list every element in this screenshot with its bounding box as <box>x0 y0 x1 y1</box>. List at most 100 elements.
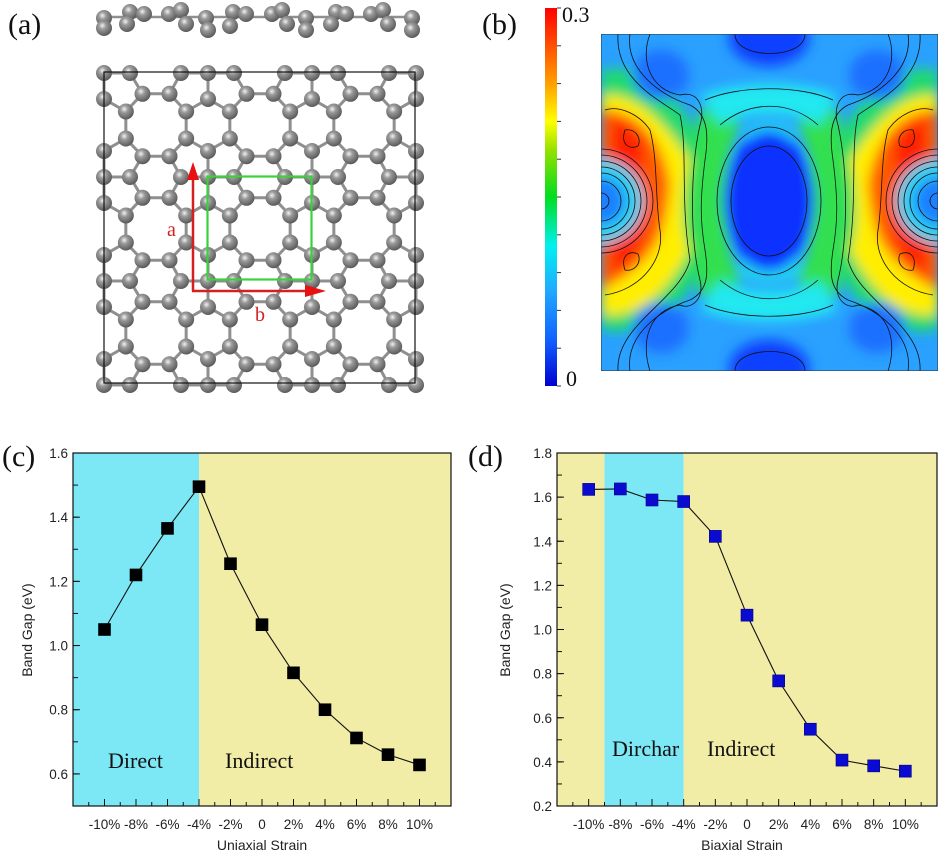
carbon-atom <box>221 234 238 251</box>
carbon-atom <box>238 148 255 165</box>
carbon-atom <box>161 148 178 165</box>
carbon-atom <box>178 207 195 224</box>
carbon-atom <box>386 103 403 120</box>
side-atom <box>225 4 241 20</box>
carbon-atom <box>304 299 320 315</box>
carbon-atom <box>386 234 403 251</box>
carbon-atom <box>238 85 255 102</box>
supercell-box <box>103 71 416 384</box>
carbon-atom <box>282 338 299 355</box>
carbon-atom <box>380 65 397 81</box>
carbon-atom <box>380 273 397 289</box>
side-atom <box>338 6 354 22</box>
carbon-atom <box>178 234 195 251</box>
carbon-atom <box>161 293 178 310</box>
carbon-atom <box>408 351 424 367</box>
carbon-atom <box>276 377 293 393</box>
side-atom <box>298 10 314 26</box>
carbon-atom <box>330 169 346 185</box>
carbon-atom <box>265 148 282 165</box>
carbon-atom <box>172 169 189 185</box>
panel-label-a: (a) <box>8 8 42 41</box>
carbon-atom <box>325 103 342 120</box>
side-atom <box>238 6 254 22</box>
carbon-atom <box>238 189 255 206</box>
carbon-atom <box>325 207 342 224</box>
side-atom <box>136 6 152 22</box>
carbon-atom <box>330 65 346 81</box>
carbon-atom <box>200 91 216 107</box>
carbon-atom <box>161 356 178 373</box>
carbon-atom <box>221 207 238 224</box>
carbon-atom <box>117 311 134 328</box>
carbon-atom <box>134 189 151 206</box>
vector-b-label: b <box>255 304 265 326</box>
panel-label-d: (d) <box>468 440 503 473</box>
carbon-atom <box>117 207 134 224</box>
side-atom <box>404 10 420 26</box>
carbon-atom <box>161 189 178 206</box>
vector-a-label: a <box>167 219 176 241</box>
side-atom <box>119 16 135 32</box>
carbon-atom <box>369 356 386 373</box>
carbon-atom <box>178 338 195 355</box>
carbon-atom <box>380 169 397 185</box>
side-atom <box>198 10 214 26</box>
carbon-atom <box>282 130 299 147</box>
lattice-atoms <box>96 65 424 393</box>
panel-label-c: (c) <box>2 440 36 473</box>
carbon-atom <box>161 252 178 269</box>
carbon-atom <box>330 273 346 289</box>
carbon-atom <box>221 338 238 355</box>
carbon-atom <box>408 377 424 393</box>
carbon-atom <box>386 130 403 147</box>
carbon-atom <box>238 252 255 269</box>
carbon-atom <box>238 293 255 310</box>
side-atom <box>380 16 396 32</box>
unit-cell-box <box>206 175 313 281</box>
carbon-atom <box>304 143 320 159</box>
carbon-atom <box>265 85 282 102</box>
carbon-atom <box>122 273 138 289</box>
carbon-atom <box>276 273 293 289</box>
panel-label-b: (b) <box>482 8 517 41</box>
carbon-atom <box>226 377 242 393</box>
carbon-atom <box>325 338 342 355</box>
carbon-atom <box>117 234 134 251</box>
carbon-atom <box>238 356 255 373</box>
carbon-atom <box>221 311 238 328</box>
carbon-atom <box>369 148 386 165</box>
carbon-atom <box>386 338 403 355</box>
carbon-atom <box>172 273 189 289</box>
carbon-atom <box>342 85 359 102</box>
carbon-atom <box>178 311 195 328</box>
carbon-atom <box>178 103 195 120</box>
carbon-atom <box>325 130 342 147</box>
carbon-atom <box>408 273 424 289</box>
carbon-atom <box>408 247 424 263</box>
carbon-atom <box>200 299 216 315</box>
side-atom <box>178 16 194 32</box>
carbon-atom <box>408 143 424 159</box>
side-atom <box>298 22 314 38</box>
carbon-atom <box>325 234 342 251</box>
carbon-atom <box>134 148 151 165</box>
carbon-atom <box>369 85 386 102</box>
carbon-atom <box>386 311 403 328</box>
carbon-atom <box>304 377 320 393</box>
carbon-atom <box>282 311 299 328</box>
carbon-atom <box>380 377 397 393</box>
carbon-atom <box>408 65 424 81</box>
side-atom <box>404 22 420 38</box>
carbon-atom <box>408 169 424 185</box>
carbon-atom <box>178 130 195 147</box>
lattice-vector-a <box>187 162 199 291</box>
carbon-atom <box>117 103 134 120</box>
carbon-atom <box>172 65 189 81</box>
carbon-atom <box>172 377 189 393</box>
side-atom <box>323 16 339 32</box>
carbon-atom <box>282 207 299 224</box>
carbon-atom <box>117 130 134 147</box>
lattice-vector-b <box>192 285 326 297</box>
